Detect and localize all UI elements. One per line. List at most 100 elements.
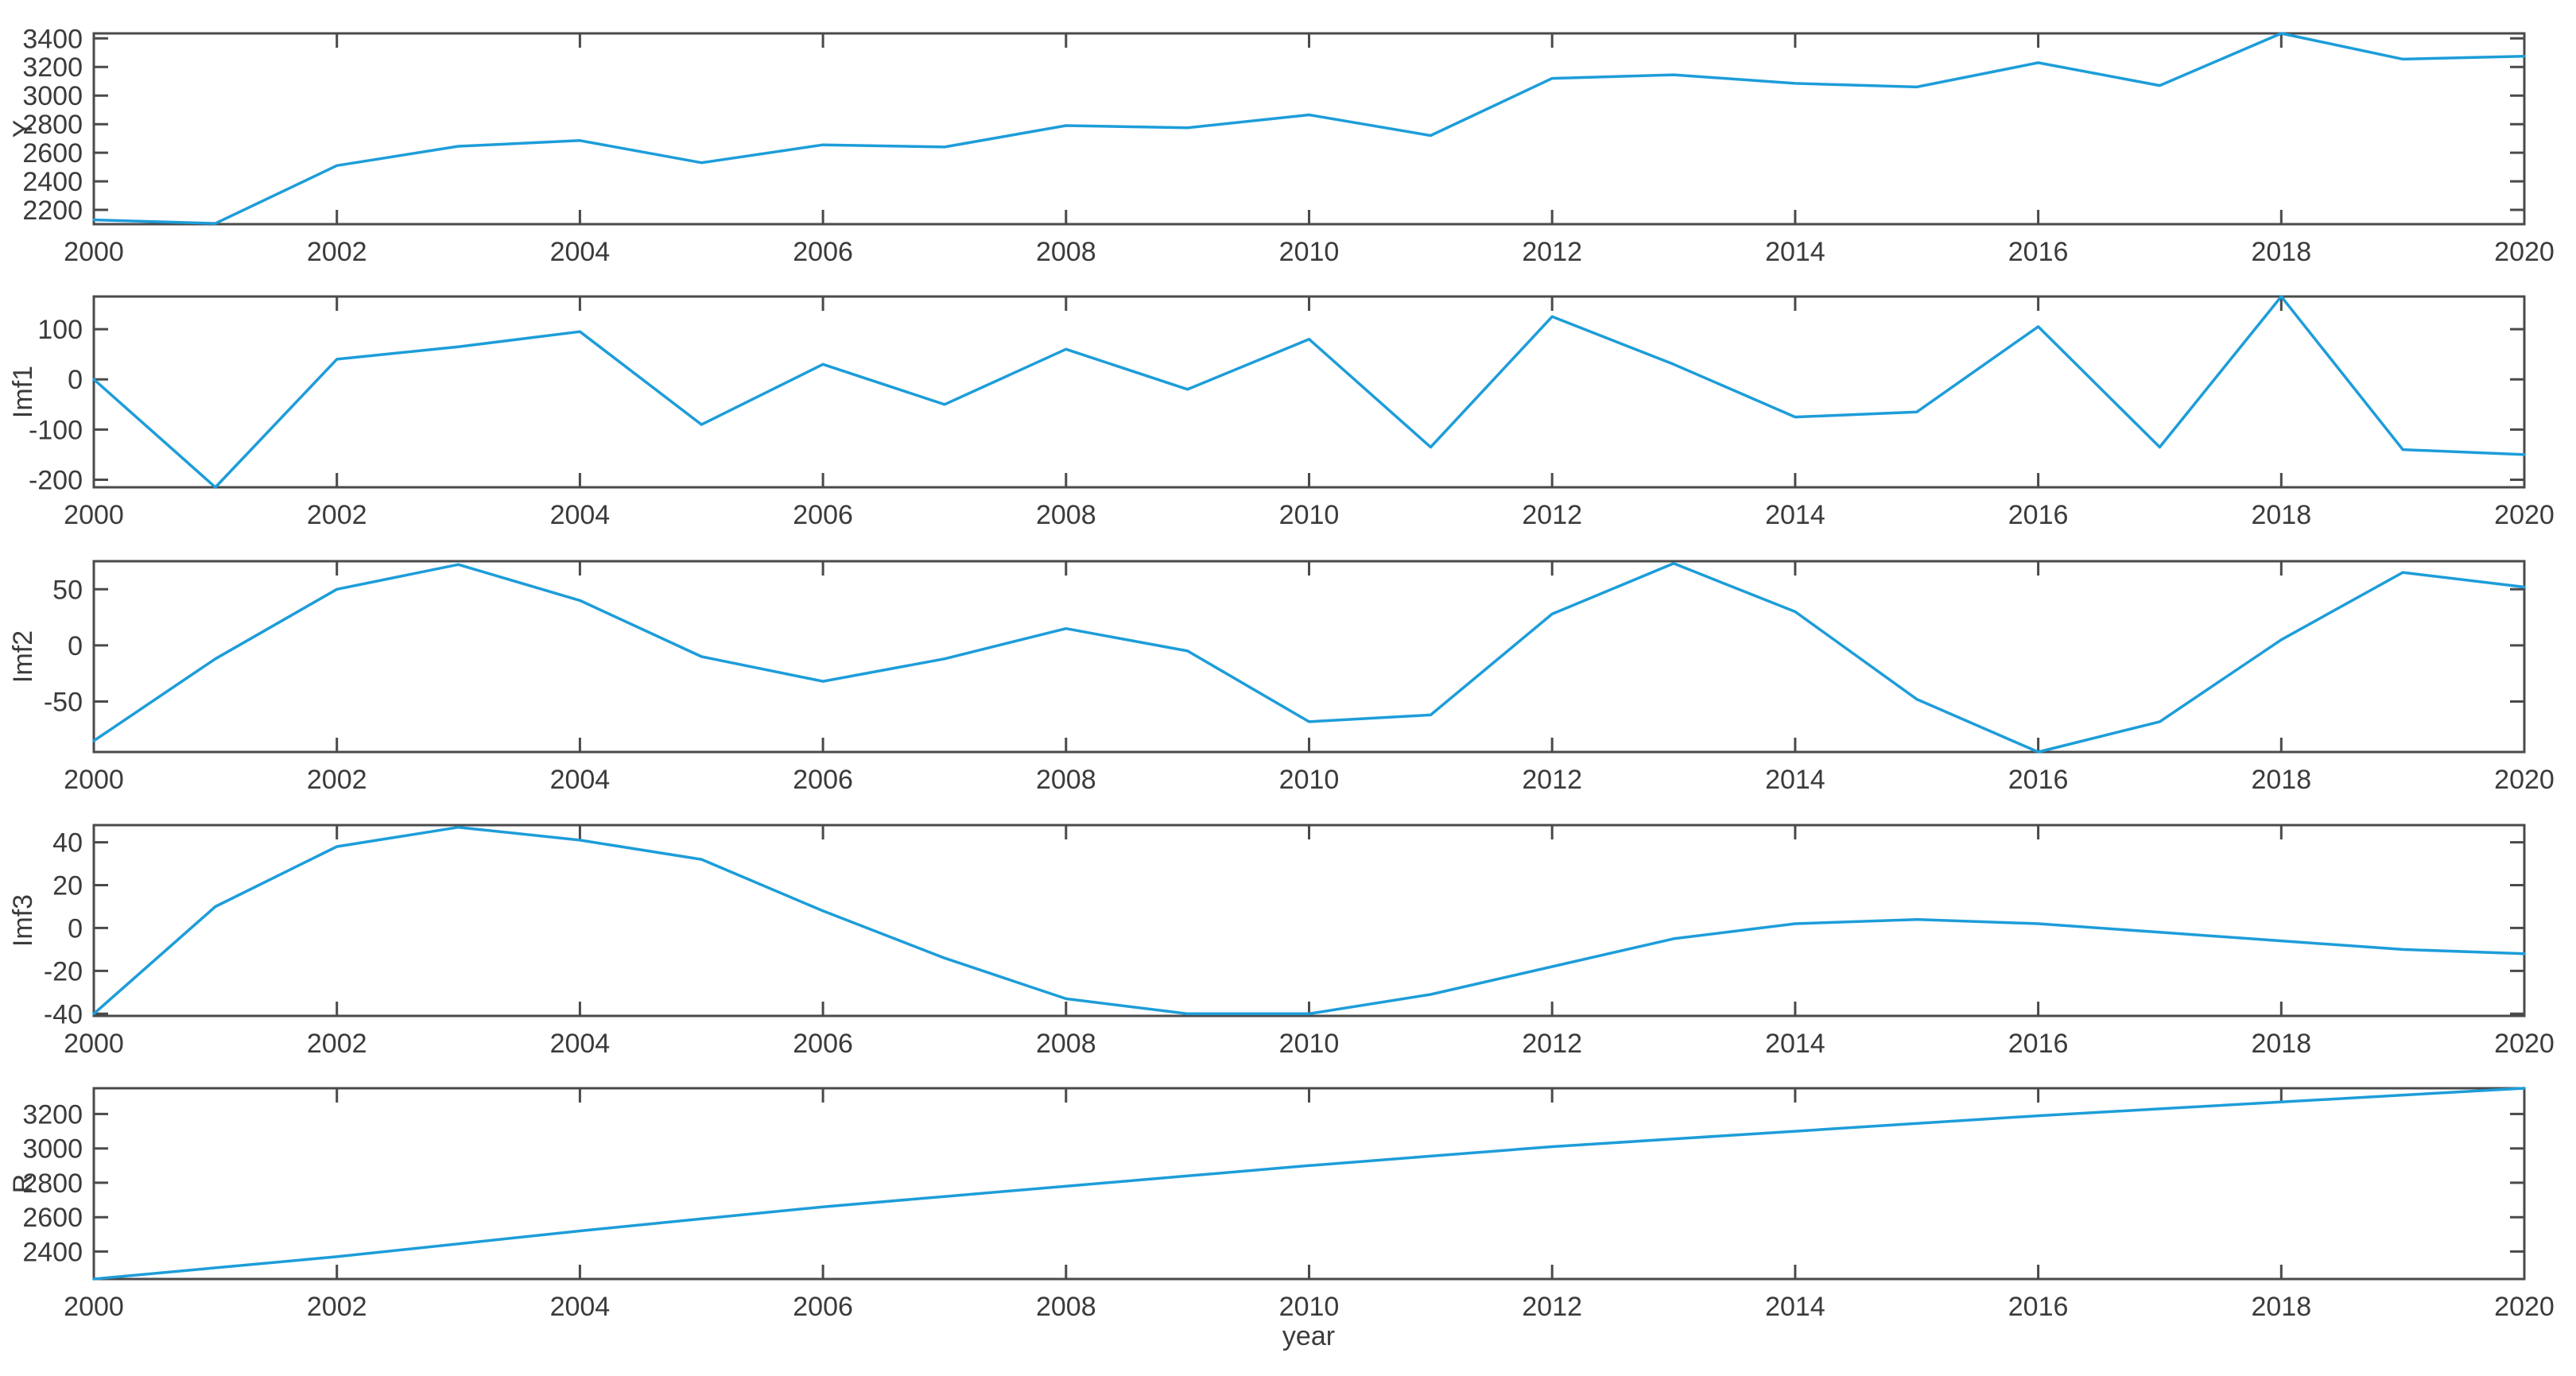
- x-tick-label: 2010: [1279, 237, 1340, 267]
- x-tick-label: 2010: [1279, 765, 1340, 795]
- y-axis-label: Imf3: [8, 894, 38, 947]
- x-tick-label: 2004: [550, 500, 611, 530]
- x-tick-label: 2010: [1279, 1292, 1340, 1322]
- x-tick-label: 2006: [793, 1292, 853, 1322]
- series-line-imf3: [92, 825, 2526, 1016]
- x-tick-label: 2002: [307, 1029, 367, 1059]
- x-tick-label: 2008: [1036, 1029, 1096, 1059]
- x-tick-label: 2000: [64, 765, 124, 795]
- x-tick-label: 2004: [550, 1292, 611, 1322]
- x-tick-label: 2018: [2251, 1292, 2311, 1322]
- x-tick-label: 2004: [550, 765, 611, 795]
- x-tick-label: 2020: [2494, 237, 2555, 267]
- series-line-imf1: [92, 295, 2526, 489]
- x-tick-label: 2006: [793, 1029, 853, 1059]
- x-tick-label: 2018: [2251, 500, 2311, 530]
- axes-box: [92, 1087, 2526, 1281]
- subplot-imf3: 2000 2002 2004 2006 2008 2010 2012 2014 2016 2018…: [8, 824, 2555, 1059]
- x-tick-label: 2008: [1036, 765, 1096, 795]
- x-tick-label: 2010: [1279, 500, 1340, 530]
- x-tick-label: 2012: [1522, 237, 1582, 267]
- x-tick-label: 2012: [1522, 500, 1582, 530]
- x-tick-label: 2016: [2008, 1029, 2069, 1059]
- y-tick-label: 3400: [22, 24, 83, 54]
- series-line-r: [92, 1087, 2526, 1281]
- subplot-r: 2000 2002 2004 2006 2008 2010 2012 2014 2016 2018…: [8, 1087, 2555, 1322]
- x-tick-label: 2014: [1765, 765, 1825, 795]
- x-tick-label: 2012: [1522, 1029, 1582, 1059]
- x-tick-label: 2000: [64, 1292, 124, 1322]
- y-tick-label: -50: [44, 688, 83, 718]
- y-tick-label: -20: [44, 956, 83, 986]
- x-tick-label: 2020: [2494, 765, 2555, 795]
- x-tick-label: 2020: [2494, 500, 2555, 530]
- y-tick-label: 2800: [22, 110, 83, 140]
- y-tick-label: 0: [68, 365, 83, 395]
- axes-box: [92, 560, 2526, 754]
- series-line-imf2: [92, 562, 2526, 754]
- x-tick-label: 2004: [550, 1029, 611, 1059]
- y-tick-label: 2800: [22, 1169, 83, 1199]
- y-axis-label: R: [8, 1174, 38, 1194]
- x-tick-label: 2010: [1279, 1029, 1340, 1059]
- y-tick-label: 50: [52, 575, 83, 605]
- x-tick-label: 2016: [2008, 237, 2069, 267]
- x-tick-label: 2000: [64, 500, 124, 530]
- y-tick-label: -40: [44, 999, 83, 1029]
- x-tick-label: 2016: [2008, 500, 2069, 530]
- x-tick-label: 2014: [1765, 500, 1825, 530]
- x-tick-label: 2004: [550, 237, 611, 267]
- y-tick-label: 2200: [22, 196, 83, 226]
- y-tick-label: 100: [37, 315, 83, 345]
- y-axis-label: Imf1: [8, 366, 38, 418]
- x-axis-label: year: [1282, 1321, 1336, 1351]
- y-tick-label: 2600: [22, 1203, 83, 1233]
- y-tick-label: 0: [68, 913, 83, 944]
- y-tick-label: 3000: [22, 1134, 83, 1165]
- x-tick-label: 2020: [2494, 1292, 2555, 1322]
- y-tick-label: 3000: [22, 81, 83, 111]
- y-tick-label: 2400: [22, 1237, 83, 1267]
- y-tick-label: 0: [68, 631, 83, 661]
- x-tick-label: 2016: [2008, 765, 2069, 795]
- x-tick-label: 2008: [1036, 1292, 1096, 1322]
- y-tick-label: -100: [29, 415, 83, 445]
- axes-box: [92, 295, 2526, 489]
- x-tick-label: 2000: [64, 237, 124, 267]
- x-tick-label: 2012: [1522, 1292, 1582, 1322]
- y-tick-label: 20: [52, 871, 83, 901]
- x-tick-label: 2006: [793, 237, 853, 267]
- x-tick-label: 2018: [2251, 1029, 2311, 1059]
- y-tick-label: 2600: [22, 138, 83, 169]
- y-tick-label: 3200: [22, 1099, 83, 1130]
- x-tick-label: 2018: [2251, 237, 2311, 267]
- y-tick-label: 2400: [22, 167, 83, 197]
- series-line-y: [92, 32, 2526, 225]
- y-axis-label: Imf2: [8, 630, 38, 683]
- subplot-imf2: 2000 2002 2004 2006 2008 2010 2012 2014 2016 2018…: [8, 560, 2555, 795]
- axes-box: [92, 824, 2526, 1017]
- x-tick-label: 2006: [793, 765, 853, 795]
- x-tick-label: 2012: [1522, 765, 1582, 795]
- x-tick-label: 2002: [307, 1292, 367, 1322]
- axes-box: [92, 32, 2526, 226]
- x-tick-label: 2002: [307, 237, 367, 267]
- x-tick-label: 2020: [2494, 1029, 2555, 1059]
- y-tick-label: 40: [52, 828, 83, 859]
- x-tick-label: 2002: [307, 765, 367, 795]
- x-tick-label: 2002: [307, 500, 367, 530]
- y-axis-label: Y: [8, 120, 38, 138]
- x-tick-label: 2014: [1765, 1029, 1825, 1059]
- x-tick-label: 2016: [2008, 1292, 2069, 1322]
- x-tick-label: 2006: [793, 500, 853, 530]
- x-tick-label: 2008: [1036, 500, 1096, 530]
- subplot-y: 2000 2002 2004 2006 2008 2010 2012 2014 2016 2018…: [8, 24, 2555, 267]
- x-tick-label: 2014: [1765, 237, 1825, 267]
- y-tick-label: 3200: [22, 52, 83, 83]
- x-tick-label: 2018: [2251, 765, 2311, 795]
- x-tick-label: 2008: [1036, 237, 1096, 267]
- subplot-imf1: 2000 2002 2004 2006 2008 2010 2012 2014 2016 2018…: [8, 295, 2555, 530]
- x-tick-label: 2014: [1765, 1292, 1825, 1322]
